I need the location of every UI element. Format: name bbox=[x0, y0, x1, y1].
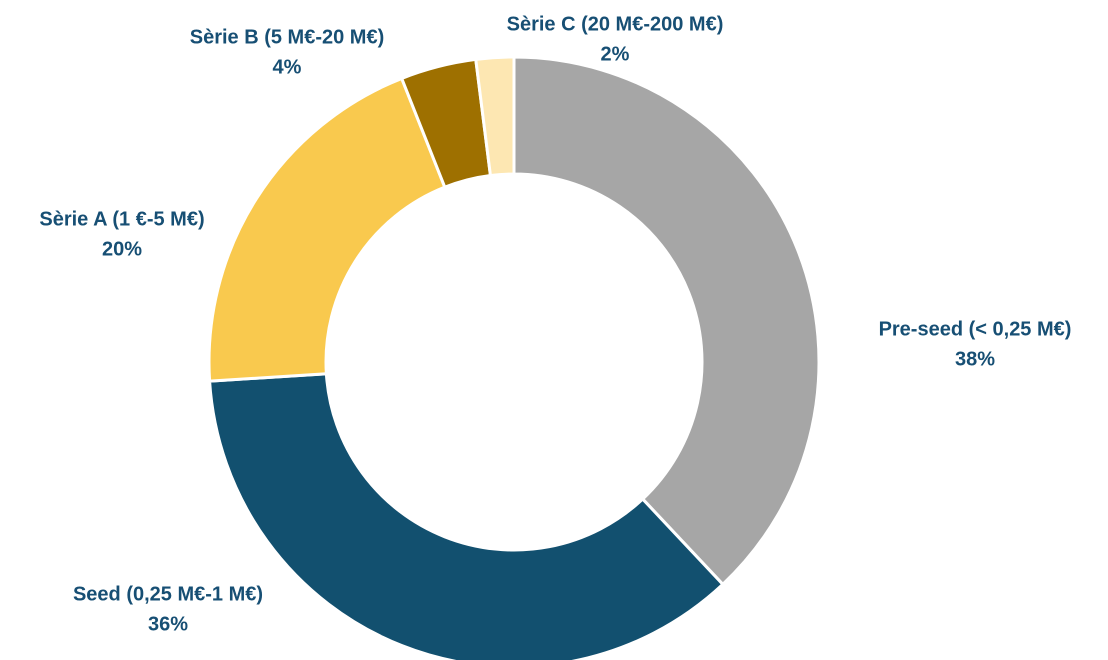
value-label: 20% bbox=[102, 238, 142, 260]
category-label: Sèrie A (1 €-5 M€) bbox=[39, 208, 204, 230]
category-label: Pre-seed (< 0,25 M€) bbox=[879, 318, 1072, 340]
value-label: 38% bbox=[955, 348, 995, 370]
donut-segment bbox=[474, 55, 516, 178]
category-label: Sèrie C (20 M€-200 M€) bbox=[507, 13, 724, 35]
category-label: Sèrie B (5 M€-20 M€) bbox=[190, 26, 385, 48]
category-label: Seed (0,25 M€-1 M€) bbox=[73, 583, 263, 605]
donut-segment bbox=[208, 372, 725, 660]
value-label: 2% bbox=[601, 43, 630, 65]
donut-segment bbox=[207, 76, 447, 383]
value-label: 4% bbox=[273, 56, 302, 78]
value-label: 36% bbox=[148, 613, 188, 635]
donut-segment bbox=[512, 55, 821, 587]
